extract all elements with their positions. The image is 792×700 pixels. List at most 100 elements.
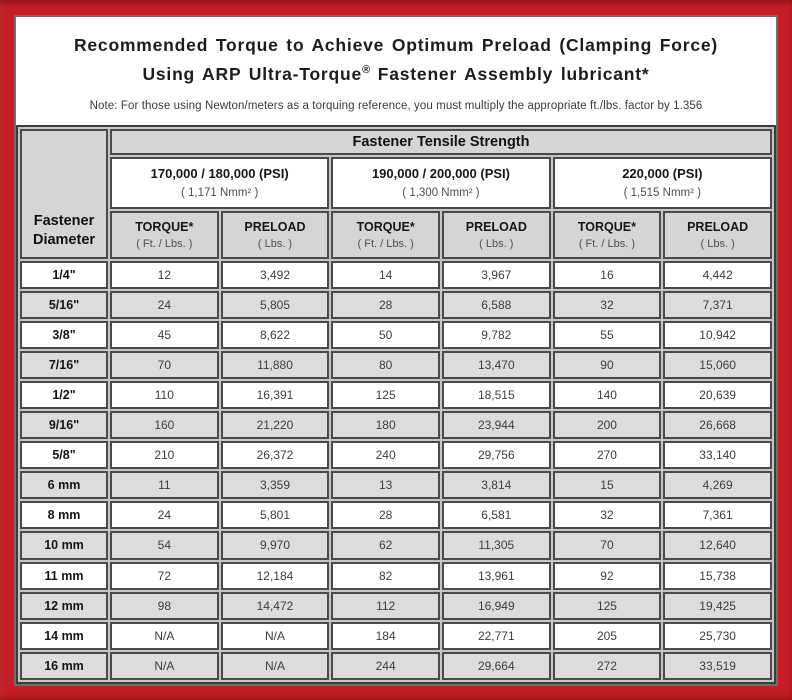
data-cell: 26,372: [220, 441, 330, 470]
data-cell: 33,519: [663, 651, 772, 680]
data-cell: 11,880: [220, 350, 330, 380]
table-header: Fastener Diameter Fastener Tensile Stren…: [20, 128, 772, 259]
column-header-preload-3: PRELOAD ( Lbs. ): [663, 210, 772, 259]
row-label-9-16: 9/16": [20, 411, 108, 440]
data-cell: 12: [110, 260, 219, 289]
data-cell: 5,805: [220, 290, 330, 319]
data-cell: 20,639: [663, 381, 772, 410]
data-cell: 140: [552, 381, 662, 410]
table-row: 12 mm 98 14,472 112 16,949 125 19,425: [20, 591, 772, 620]
data-cell: 125: [552, 591, 662, 620]
data-cell: 210: [110, 441, 219, 470]
data-cell: 32: [552, 290, 662, 319]
data-cell: 28: [331, 290, 440, 319]
data-cell: 32: [552, 501, 662, 530]
data-cell: 3,967: [441, 260, 551, 289]
data-cell: 4,269: [663, 471, 772, 500]
data-cell: 184: [331, 621, 440, 650]
row-label-1-4: 1/4": [20, 260, 108, 289]
data-cell: 13,961: [441, 561, 551, 590]
data-cell: 25,730: [663, 621, 772, 650]
row-label-8-mm: 8 mm: [20, 501, 108, 530]
data-cell: 54: [110, 531, 219, 560]
table-row: 5/8" 210 26,372 240 29,756 270 33,140: [20, 441, 772, 470]
psi-label: 220,000 (PSI): [622, 166, 703, 182]
conversion-note: Note: For those using Newton/meters as a…: [89, 99, 703, 112]
title-line-2: Using ARP Ultra-Torque® Fastener Assembl…: [142, 63, 650, 84]
data-cell: 205: [552, 621, 662, 650]
torque-spec-table: Fastener Diameter Fastener Tensile Stren…: [16, 124, 776, 684]
psi-label: 190,000 / 200,000 (PSI): [371, 166, 510, 182]
data-cell: 16,391: [220, 381, 330, 410]
data-cell: 3,359: [220, 471, 330, 500]
title-line-1: Recommended Torque to Achieve Optimum Pr…: [73, 35, 719, 55]
row-label-1-2: 1/2": [20, 381, 108, 410]
table-row: 1/4" 12 3,492 14 3,967 16 4,442: [20, 260, 772, 289]
psi-group-row: 170,000 / 180,000 (PSI) ( 1,171 Nmm² ) 1…: [20, 156, 772, 209]
data-cell: 16,949: [441, 591, 551, 620]
data-cell: 11,305: [441, 531, 551, 560]
column-header-torque-3: TORQUE* ( Ft. / Lbs. ): [552, 210, 662, 259]
data-cell: 272: [552, 651, 662, 680]
table-row: 3/8" 45 8,622 50 9,782 55 10,942: [20, 320, 772, 349]
data-cell: 19,425: [663, 591, 772, 620]
data-cell: 8,622: [220, 320, 330, 349]
data-cell: 7,361: [663, 501, 772, 530]
data-cell: 7,371: [663, 290, 772, 319]
data-cell: 9,782: [441, 320, 551, 349]
page-title: Recommended Torque to Achieve Optimum Pr…: [24, 31, 768, 89]
data-cell: 80: [331, 350, 440, 380]
data-cell: 5,801: [220, 501, 330, 530]
data-cell: 82: [331, 561, 440, 590]
data-cell: 24: [110, 501, 219, 530]
data-cell: 62: [331, 531, 440, 560]
data-cell: 110: [110, 381, 219, 410]
corner-header-fastener-diameter: Fastener Diameter: [20, 128, 108, 259]
data-cell: 9,970: [220, 531, 330, 560]
table-row: 9/16" 160 21,220 180 23,944 200 26,668: [20, 411, 772, 440]
tensile-strength-row: Fastener Diameter Fastener Tensile Stren…: [20, 128, 772, 259]
data-cell: 13: [331, 471, 440, 500]
data-cell: 14: [331, 260, 440, 289]
data-cell: 21,220: [220, 411, 330, 440]
table-row: 5/16" 24 5,805 28 6,588 32 7,371: [20, 290, 772, 319]
data-cell: 70: [552, 531, 662, 560]
registered-mark: ®: [362, 64, 371, 77]
nmm-label: ( 1,515 Nmm² ): [623, 187, 701, 200]
data-cell: 70: [110, 350, 219, 380]
row-label-14-mm: 14 mm: [20, 621, 108, 650]
data-cell: 92: [552, 561, 662, 590]
nmm-label: ( 1,171 Nmm² ): [180, 187, 259, 200]
data-cell: 3,492: [220, 260, 330, 289]
data-cell: N/A: [220, 651, 330, 680]
data-cell: 15: [552, 471, 662, 500]
data-cell: 23,944: [441, 411, 551, 440]
data-cell: N/A: [110, 621, 219, 650]
data-cell: 4,442: [663, 260, 772, 289]
table-row: 1/2" 110 16,391 125 18,515 140 20,639: [20, 381, 772, 410]
data-cell: 14,472: [220, 591, 330, 620]
column-header-preload-1: PRELOAD ( Lbs. ): [220, 210, 330, 259]
column-header-torque-1: TORQUE* ( Ft. / Lbs. ): [110, 210, 219, 259]
data-cell: 6,581: [441, 501, 551, 530]
data-cell: 50: [331, 320, 440, 349]
data-cell: 16: [552, 260, 662, 289]
tensile-strength-header: Fastener Tensile Strength: [110, 128, 772, 155]
nmm-label: ( 1,300 Nmm² ): [402, 187, 480, 200]
table-row: 16 mm N/A N/A 244 29,664 272 33,519: [20, 651, 772, 680]
data-cell: 6,588: [441, 290, 551, 319]
data-cell: 12,184: [220, 561, 330, 590]
table-row: 7/16" 70 11,880 80 13,470 90 15,060: [20, 350, 772, 380]
data-cell: 18,515: [441, 381, 551, 410]
row-label-6-mm: 6 mm: [20, 471, 108, 500]
data-cell: 45: [110, 320, 219, 349]
column-header-preload-2: PRELOAD ( Lbs. ): [441, 210, 551, 259]
data-cell: 125: [331, 381, 440, 410]
psi-group-220: 220,000 (PSI) ( 1,515 Nmm² ): [552, 156, 772, 209]
data-cell: 112: [331, 591, 440, 620]
data-cell: 180: [331, 411, 440, 440]
data-cell: 98: [110, 591, 219, 620]
data-cell: 55: [552, 320, 662, 349]
data-cell: 33,140: [663, 441, 772, 470]
